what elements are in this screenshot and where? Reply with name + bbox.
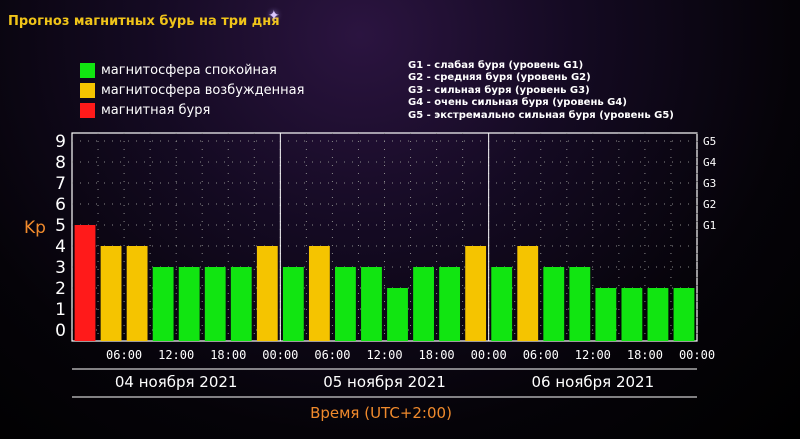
- x-axis-title: Время (UTC+2:00): [310, 404, 452, 422]
- y-tick-label: 7: [55, 174, 66, 194]
- g-tick-label: G1: [703, 219, 716, 232]
- kp-bar: [439, 267, 461, 341]
- kp-bar: [673, 288, 695, 341]
- kp-bar: [178, 267, 200, 341]
- level-legend: магнитосфера спокойная магнитосфера возб…: [80, 60, 304, 120]
- kp-bar: [256, 246, 278, 341]
- kp-bar: [74, 225, 96, 341]
- x-tick-label: 06:00: [314, 348, 350, 362]
- kp-bar: [152, 267, 174, 341]
- legend-swatch-calm: [80, 62, 95, 78]
- x-tick-label: 18:00: [627, 348, 663, 362]
- g-tick-label: G2: [703, 198, 716, 211]
- legend-item-excited: магнитосфера возбужденная: [80, 80, 304, 100]
- kp-bar: [100, 246, 122, 341]
- legend-label-excited: магнитосфера возбужденная: [101, 82, 305, 98]
- y-tick-label: 5: [55, 216, 66, 236]
- y-tick-label: 3: [55, 258, 66, 278]
- g-legend-item-g3: G3 - сильная буря (уровень G3): [408, 84, 590, 96]
- x-tick-label: 18:00: [419, 348, 455, 362]
- kp-bar: [204, 267, 226, 341]
- x-tick-label: 00:00: [471, 348, 507, 362]
- kp-bar: [647, 288, 669, 341]
- day-label: 05 ноября 2021: [323, 373, 446, 391]
- x-tick-label: 00:00: [262, 348, 298, 362]
- kp-bar: [517, 246, 539, 341]
- day-label: 04 ноября 2021: [115, 373, 238, 391]
- g-legend-item-g1: G1 - слабая буря (уровень G1): [408, 60, 584, 71]
- y-axis-label: Kp: [24, 218, 46, 238]
- kp-bar: [491, 267, 513, 341]
- g-tick-label: G5: [703, 135, 716, 148]
- kp-bar: [361, 267, 382, 341]
- g-tick-label: G3: [703, 177, 716, 190]
- y-tick-label: 6: [55, 195, 66, 215]
- g-tick-label: G4: [703, 156, 717, 169]
- legend-item-storm: магнитная буря: [80, 100, 304, 120]
- sparkle-icon: ✦: [268, 8, 280, 24]
- y-tick-label: 2: [55, 279, 66, 299]
- day-label: 06 ноября 2021: [532, 373, 655, 391]
- legend-label-calm: магнитосфера спокойная: [101, 62, 277, 78]
- legend-item-calm: магнитосфера спокойная: [80, 60, 304, 80]
- legend-label-storm: магнитная буря: [101, 102, 211, 118]
- page-title: Прогноз магнитных бурь на три дня: [8, 14, 280, 29]
- kp-bar: [595, 288, 617, 341]
- kp-bar: [230, 267, 252, 341]
- legend-swatch-storm: [80, 102, 95, 118]
- x-tick-label: 12:00: [158, 348, 194, 362]
- y-tick-label: 9: [55, 132, 66, 152]
- kp-bar: [308, 246, 330, 341]
- x-tick-label: 06:00: [106, 348, 142, 362]
- x-tick-label: 18:00: [210, 348, 246, 362]
- g-legend-item-g2: G2 - средняя буря (уровень G2): [408, 72, 591, 84]
- kp-bar: [543, 267, 565, 341]
- kp-bar: [126, 246, 148, 341]
- x-tick-label: 12:00: [366, 348, 402, 362]
- kp-bar: [413, 267, 434, 341]
- y-tick-label: 1: [55, 300, 66, 320]
- y-tick-label: 0: [55, 321, 66, 341]
- kp-bar: [387, 288, 408, 341]
- kp-bar: [569, 267, 591, 341]
- x-tick-label: 00:00: [679, 348, 715, 362]
- kp-bar: [335, 267, 356, 341]
- legend-swatch-excited: [80, 82, 95, 98]
- y-tick-label: 8: [55, 153, 66, 173]
- g-legend-item-g4: G4 - очень сильная буря (уровень G4): [408, 97, 627, 109]
- y-tick-label: 4: [55, 237, 66, 257]
- kp-bar: [465, 246, 487, 341]
- x-tick-label: 06:00: [523, 348, 559, 362]
- kp-bar: [282, 267, 304, 341]
- x-tick-label: 12:00: [575, 348, 611, 362]
- kp-bar: [621, 288, 643, 341]
- g-legend-item-g5: G5 - экстремально сильная буря (уровень …: [408, 109, 674, 121]
- g-scale-legend: G1 - слабая буря (уровень G1) G2 - средн…: [408, 60, 674, 122]
